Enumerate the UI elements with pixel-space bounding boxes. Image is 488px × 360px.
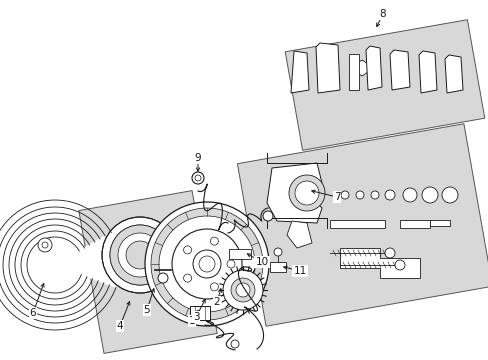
Text: 7: 7	[333, 192, 340, 202]
Text: 1: 1	[188, 316, 195, 326]
Text: 2: 2	[213, 297, 220, 307]
Circle shape	[294, 181, 318, 205]
Text: 4: 4	[117, 321, 123, 331]
Circle shape	[193, 250, 221, 278]
Circle shape	[158, 273, 168, 283]
Circle shape	[230, 278, 254, 302]
Circle shape	[102, 217, 178, 293]
Text: 6: 6	[30, 308, 36, 318]
Polygon shape	[349, 60, 373, 76]
Circle shape	[384, 190, 394, 200]
Circle shape	[288, 175, 325, 211]
Bar	[269, 262, 285, 272]
Circle shape	[183, 246, 191, 254]
Circle shape	[151, 208, 263, 320]
Circle shape	[273, 248, 282, 256]
Text: 8: 8	[379, 9, 386, 19]
Circle shape	[226, 260, 235, 268]
Circle shape	[230, 340, 239, 348]
Bar	[399, 220, 429, 228]
Polygon shape	[266, 163, 321, 223]
Polygon shape	[444, 55, 462, 93]
Text: 11: 11	[293, 266, 306, 276]
Circle shape	[236, 283, 249, 297]
Circle shape	[441, 187, 457, 203]
Bar	[348, 54, 358, 90]
Polygon shape	[339, 248, 419, 278]
Bar	[190, 306, 209, 320]
Circle shape	[421, 187, 437, 203]
Circle shape	[223, 270, 263, 310]
Circle shape	[183, 274, 191, 282]
Text: 9: 9	[194, 153, 201, 163]
Circle shape	[38, 238, 52, 252]
Polygon shape	[315, 43, 339, 93]
Circle shape	[394, 260, 404, 270]
Circle shape	[384, 248, 394, 258]
Circle shape	[126, 241, 154, 269]
Polygon shape	[237, 124, 488, 326]
Circle shape	[172, 229, 242, 299]
Text: 3: 3	[192, 312, 199, 322]
Polygon shape	[79, 190, 217, 354]
Circle shape	[263, 211, 272, 221]
Circle shape	[355, 191, 363, 199]
Polygon shape	[389, 50, 409, 90]
Circle shape	[210, 237, 218, 245]
Polygon shape	[285, 20, 484, 150]
Text: 5: 5	[143, 305, 150, 315]
Polygon shape	[365, 46, 381, 90]
Polygon shape	[286, 221, 311, 248]
Polygon shape	[290, 51, 308, 93]
Circle shape	[402, 188, 416, 202]
Bar	[228, 249, 250, 259]
Circle shape	[159, 216, 254, 312]
Circle shape	[370, 191, 378, 199]
Bar	[329, 220, 384, 228]
Polygon shape	[418, 51, 436, 93]
Text: 10: 10	[255, 257, 268, 267]
Circle shape	[118, 233, 162, 277]
Circle shape	[210, 283, 218, 291]
Circle shape	[340, 191, 348, 199]
Circle shape	[145, 202, 268, 326]
Polygon shape	[79, 233, 120, 287]
Bar	[429, 220, 449, 226]
Circle shape	[192, 172, 203, 184]
Circle shape	[110, 225, 170, 285]
